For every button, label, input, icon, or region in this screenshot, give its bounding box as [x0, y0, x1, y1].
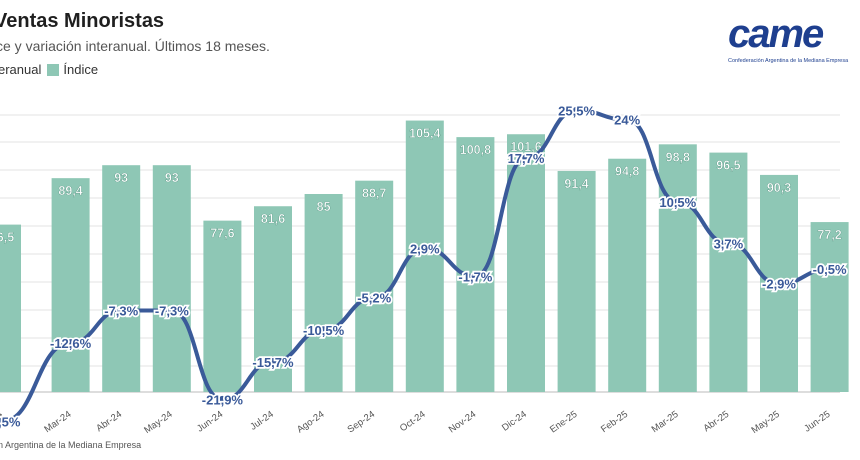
line-point	[621, 114, 633, 125]
came-logo: came Confederación Argentina de la Media…	[728, 12, 848, 72]
bar	[709, 152, 748, 392]
legend-bar-swatch	[47, 63, 60, 76]
x-tick-label: Ene-25	[548, 409, 579, 436]
bar-value-label: 88,7	[362, 187, 386, 201]
line-point	[520, 152, 532, 164]
line-point	[65, 337, 76, 349]
line-point	[723, 238, 734, 249]
bar-value-label: 90,3	[767, 181, 791, 195]
bar	[203, 220, 242, 392]
x-tick-label: May-25	[750, 409, 782, 436]
line-point	[571, 105, 582, 116]
logo-wordmark: came	[728, 12, 824, 56]
bar-value-label: 98,8	[666, 150, 690, 164]
line-value-label: -7,3%	[155, 304, 189, 319]
bar	[507, 134, 545, 393]
line-point	[267, 356, 279, 368]
legend-line-label: eranual	[0, 62, 42, 77]
line-point	[672, 196, 684, 208]
line-value-label: 3,7%	[714, 236, 744, 251]
line-value-label: 10,5%	[659, 195, 696, 210]
x-tick-label: Mar-25	[650, 409, 681, 435]
line-point	[166, 305, 178, 316]
line-value-label: -5,2%	[357, 291, 391, 306]
x-tick-label: Sep-24	[346, 409, 377, 436]
x-tick-label: Jul-24	[248, 409, 276, 433]
bar	[355, 180, 394, 392]
bar-value-label: 89,4	[58, 184, 82, 198]
line-value-label: -2,9%	[762, 277, 796, 292]
bar-value-label: 85	[317, 200, 331, 214]
line-point	[773, 278, 785, 289]
x-tick-label: Mar-24	[42, 409, 73, 435]
x-tick-label: Feb-25	[599, 409, 630, 435]
bar	[152, 165, 191, 392]
bar-value-label: 77,6	[210, 227, 234, 241]
bar	[608, 158, 647, 392]
line-value-label: -21,9%	[202, 393, 244, 408]
chart-title: Ventas Minoristas	[0, 10, 165, 32]
line-value-label: -1,7%	[458, 269, 492, 284]
legend-bar-label: Índice	[63, 62, 99, 77]
bar-value-label: 81,6	[261, 212, 285, 226]
x-tick-label: Nov-24	[447, 409, 478, 436]
line-point	[368, 292, 380, 303]
line-point	[217, 394, 228, 405]
x-tick-label: Abr-24	[94, 409, 124, 434]
bar-value-label: 76,5	[0, 231, 14, 245]
line-value-label: 25,5%	[0, 415, 21, 430]
bar-value-label: 100,8	[460, 143, 491, 157]
bar-value-label: 91,4	[564, 177, 588, 191]
line-point	[318, 324, 329, 336]
line-value-label: 25,5%	[558, 103, 595, 118]
x-tick-label: Dic-24	[500, 409, 529, 434]
line-value-label: -10,5%	[303, 323, 345, 338]
chart-subtitle: ce y variación interanual. Últimos 18 me…	[0, 38, 270, 54]
bar-value-label: 94,8	[615, 165, 639, 179]
x-tick-label: Jun-25	[802, 409, 832, 435]
line-value-label: -0,5%	[813, 262, 847, 277]
bar-value-label: 93	[165, 171, 179, 185]
x-tick-label: May-24	[142, 409, 174, 436]
bar-value-label: 93	[114, 171, 128, 185]
bar	[102, 165, 141, 392]
logo-tagline: Confederación Argentina de la Mediana Em…	[728, 58, 849, 64]
x-tick-label: Oct-24	[398, 409, 428, 434]
bar	[658, 144, 697, 392]
line-value-label: -15,7%	[252, 355, 294, 370]
x-tick-label: Jun-24	[195, 409, 225, 435]
line-value-label: 24%	[614, 113, 640, 128]
line-value-label: 2,9%	[410, 241, 440, 256]
line-point	[115, 305, 127, 316]
x-tick-label: Ago-24	[295, 409, 326, 436]
line-point	[470, 271, 481, 282]
bar-value-label: 77,2	[817, 228, 841, 242]
line-value-label: -7,3%	[104, 304, 138, 319]
line-value-label: -12,6%	[50, 336, 92, 351]
line-point	[0, 416, 8, 427]
bar	[810, 222, 849, 392]
line-point	[419, 243, 431, 254]
x-tick-label: Abr-25	[702, 409, 732, 434]
source-note: n Argentina de la Mediana Empresa	[0, 440, 142, 450]
bar-value-label: 101,6	[510, 140, 541, 154]
bar-value-label: 96,5	[716, 159, 740, 173]
line-value-label: 17,7%	[508, 151, 545, 166]
bar	[557, 170, 596, 392]
legend: eranual Índice	[0, 62, 98, 77]
line-point	[824, 263, 835, 275]
bar-value-label: 105,4	[409, 127, 440, 141]
bar	[0, 224, 21, 392]
bar	[304, 194, 343, 392]
bar	[51, 178, 90, 392]
